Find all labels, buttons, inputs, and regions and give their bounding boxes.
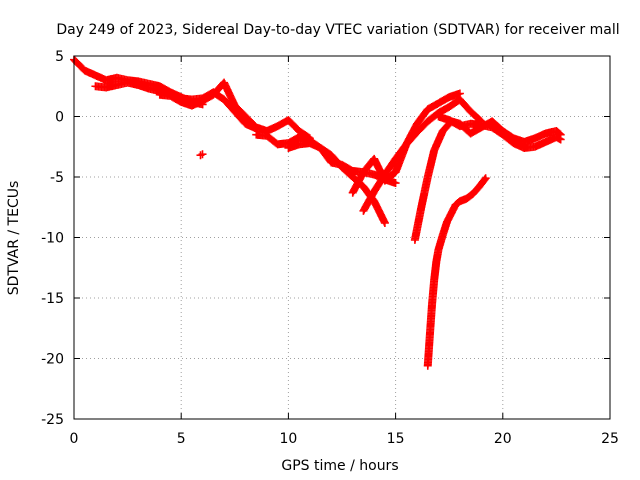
x-axis-label: GPS time / hours <box>281 458 398 474</box>
data-point <box>556 135 565 144</box>
x-tick-label: 25 <box>601 431 619 447</box>
grid-lines <box>74 56 610 419</box>
data-point <box>481 174 490 183</box>
series-arc-3 <box>155 78 314 143</box>
x-tick-label: 10 <box>279 431 297 447</box>
y-tick-label: -15 <box>41 291 64 307</box>
x-tick-label: 5 <box>177 431 186 447</box>
x-tick-label: 20 <box>494 431 512 447</box>
data-point <box>391 179 400 188</box>
x-tick-label: 15 <box>387 431 405 447</box>
series-arc-10 <box>434 112 565 152</box>
y-tick-label: -20 <box>41 352 64 368</box>
y-tick-label: -10 <box>41 231 64 247</box>
series-arc-7 <box>359 95 486 215</box>
y-axis-label: SDTVAR / TECUs <box>6 181 22 296</box>
chart-title: Day 249 of 2023, Sidereal Day-to-day VTE… <box>56 22 619 38</box>
y-tick-label: -25 <box>41 412 64 428</box>
data-point <box>198 150 207 159</box>
axes: 0 5 10 15 20 25 5 0 -5 -10 -15 -20 -25 <box>41 49 619 447</box>
isolated-point <box>196 150 207 160</box>
data-point <box>380 218 389 227</box>
x-tick-label: 0 <box>70 431 79 447</box>
data-points <box>70 55 565 370</box>
y-tick-label: 5 <box>55 49 64 65</box>
plot-frame <box>73 55 611 420</box>
data-point <box>480 175 489 184</box>
series-arc-5 <box>284 139 389 227</box>
y-tick-label: -5 <box>50 170 64 186</box>
y-tick-label: 0 <box>55 110 64 126</box>
series-arc-9 <box>423 174 490 370</box>
